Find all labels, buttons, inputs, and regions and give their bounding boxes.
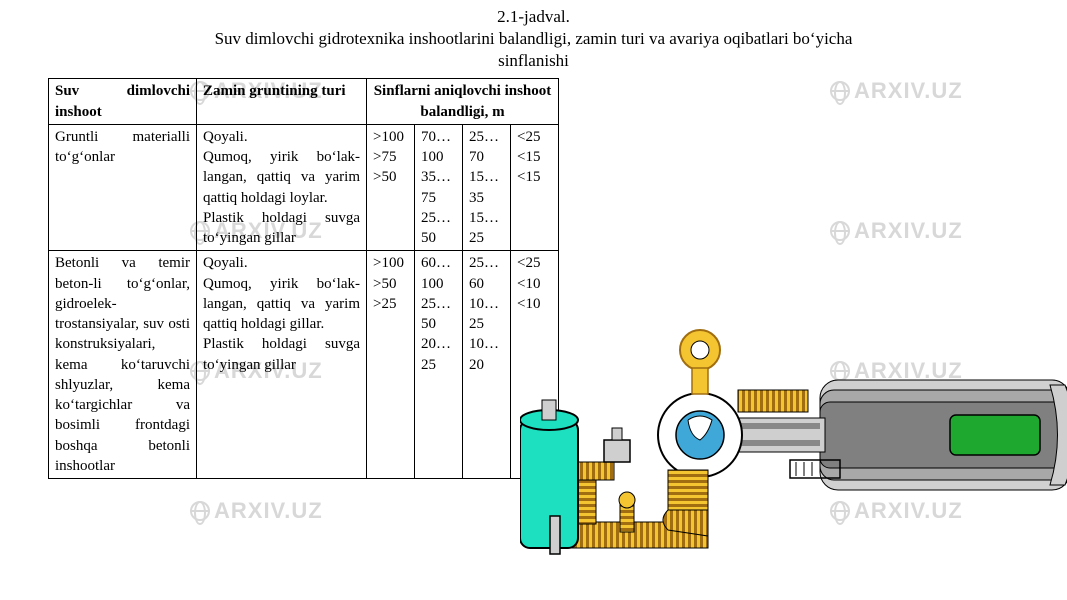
caption-line1: 2.1-jadval. bbox=[497, 7, 570, 26]
cell-c2: >100>50>25 bbox=[367, 251, 415, 479]
table-row: Gruntli materialli to‘g‘onlar Qoyali.Qum… bbox=[49, 124, 559, 251]
cell-a1: Gruntli materialli to‘g‘onlar bbox=[49, 124, 197, 251]
header-sinflar: Sinflarni aniqlovchi inshoot balandligi,… bbox=[367, 79, 559, 125]
table-row: Betonli va temir beton-li to‘g‘onlar, gi… bbox=[49, 251, 559, 479]
cell-b2: Qoyali.Qumoq, yirik bo‘lak-langan, qatti… bbox=[197, 251, 367, 479]
table-caption: 2.1-jadval. Suv dimlovchi gidrotexnika i… bbox=[0, 0, 1067, 72]
cell-e1: 25…7015…3515…25 bbox=[463, 124, 511, 251]
cell-d1: 70…10035…7525…50 bbox=[415, 124, 463, 251]
classification-table: Suv dimlovchi inshoot Zamin gruntining t… bbox=[48, 78, 559, 479]
cell-e2: 25…6010…2510…20 bbox=[463, 251, 511, 479]
watermark: ARXIV.UZ bbox=[190, 498, 323, 524]
engine-diagram bbox=[520, 240, 1067, 560]
caption-line2: Suv dimlovchi gidrotexnika inshootlarini… bbox=[215, 29, 853, 48]
header-zamin: Zamin gruntining turi bbox=[197, 79, 367, 125]
caption-line3: sinflanishi bbox=[498, 51, 569, 70]
cell-f1: <25<15<15 bbox=[511, 124, 559, 251]
cell-a2: Betonli va temir beton-li to‘g‘onlar, gi… bbox=[49, 251, 197, 479]
table-header-row: Suv dimlovchi inshoot Zamin gruntining t… bbox=[49, 79, 559, 125]
cell-b1: Qoyali.Qumoq, yirik bo‘lak-langan, qatti… bbox=[197, 124, 367, 251]
cell-d2: 60…10025…5020…25 bbox=[415, 251, 463, 479]
cell-c1: >100>75>50 bbox=[367, 124, 415, 251]
engine-svg bbox=[520, 240, 1067, 560]
header-inshoot: Suv dimlovchi inshoot bbox=[49, 79, 197, 125]
